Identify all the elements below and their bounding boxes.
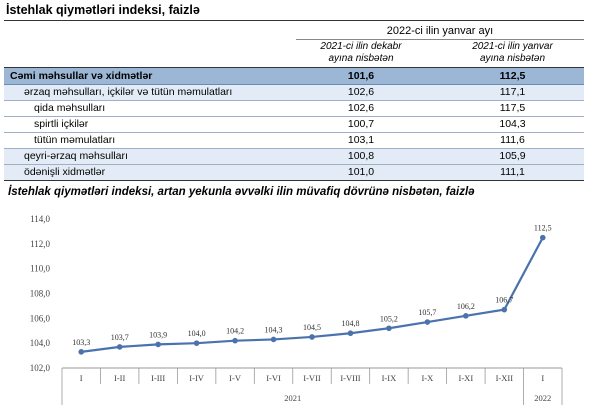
row-value-dec: 103,1 <box>347 134 375 146</box>
table-row: spirtli içkilər 100,7 104,3 <box>4 117 584 133</box>
data-label: 104,3 <box>265 325 283 334</box>
table-row: ödənişli xidmətlər 101,0 111,1 <box>4 165 584 181</box>
table-row: Cəmi məhsullar və xidmətlər 101,6 112,5 <box>4 68 584 85</box>
row-label: spirtli içkilər <box>34 118 89 130</box>
row-label: tütün məmulatları <box>34 134 116 146</box>
data-point <box>501 306 508 313</box>
y-tick-label: 110,0 <box>30 264 50 274</box>
data-point <box>539 234 546 241</box>
x-tick-label: I-IX <box>382 373 397 383</box>
row-value-dec: 101,6 <box>347 70 375 82</box>
y-tick-label: 106,0 <box>30 313 51 323</box>
data-point <box>232 337 238 344</box>
table-group-header: 2022-ci ilin yanvar ayı <box>386 25 494 37</box>
data-point <box>347 330 354 337</box>
row-value-jan: 111,6 <box>500 134 525 146</box>
data-label: 103,3 <box>72 338 90 347</box>
data-label: 104,2 <box>226 327 244 336</box>
data-label: 104,0 <box>188 329 206 338</box>
y-tick-label: 112,0 <box>30 239 50 249</box>
row-label: qeyri-ərzaq məhsulları <box>24 150 128 162</box>
cpi-line-chart: 102,0 104,0 106,0 108,0 110,0 112,0 114,0 I I-II… <box>30 214 563 405</box>
table-row: qida məhsulları 102,6 117,5 <box>4 101 584 117</box>
data-point <box>463 313 469 319</box>
column-header-jan-line1: 2021-ci ilin yanvar <box>472 41 553 52</box>
y-tick-label: 104,0 <box>30 338 51 348</box>
table-row: ərzaq məhsulları, içkilər və tütün məmul… <box>4 85 584 101</box>
table-row: qeyri-ərzaq məhsulları 100,8 105,9 <box>4 149 584 165</box>
data-point <box>309 334 315 340</box>
x-tick-label: I-X <box>421 373 433 383</box>
row-value-jan: 111,1 <box>500 166 525 178</box>
row-value-dec: 100,7 <box>347 118 375 130</box>
row-value-jan: 117,1 <box>499 86 526 98</box>
x-tick-label: I-V <box>229 373 242 383</box>
data-point <box>193 340 200 346</box>
x-tick-label: I-III <box>151 373 165 383</box>
table-title: İstehlak qiymətləri indeksi, faizlə <box>6 3 200 17</box>
x-tick-label: I-XII <box>496 373 514 383</box>
column-header-jan: 2021-ci ilin yanvar ayına nisbətən <box>441 41 584 65</box>
row-value-jan: 112,5 <box>499 70 526 82</box>
table-row: tütün məmulatları 103,1 111,6 <box>4 133 584 149</box>
row-label: ərzaq məhsulları, içkilər və tütün məmul… <box>24 86 233 98</box>
data-point <box>424 319 431 325</box>
group-header-rule <box>296 39 584 40</box>
y-tick-label: 108,0 <box>30 289 51 299</box>
x-tick-label: I-VII <box>303 373 321 383</box>
x-tick-label: I-VIII <box>340 373 360 383</box>
row-value-jan: 117,5 <box>499 102 526 114</box>
data-label: 106,2 <box>457 302 475 311</box>
data-label: 106,7 <box>495 296 513 305</box>
data-label: 104,8 <box>341 319 359 328</box>
table-title-rule <box>4 20 584 21</box>
data-label: 105,2 <box>380 314 398 323</box>
x-group-label: 2021 <box>284 393 301 403</box>
table-body: Cəmi məhsullar və xidmətlər 101,6 112,5 … <box>4 68 584 181</box>
x-tick-label: I-II <box>114 373 125 383</box>
column-header-dec: 2021-ci ilin dekabr ayına nisbətən <box>296 41 426 65</box>
row-label: ödənişli xidmətlər <box>24 166 106 178</box>
data-label: 103,7 <box>111 333 129 342</box>
x-group-label: 2022 <box>534 393 551 403</box>
data-point <box>270 336 277 343</box>
x-tick-label: I-IV <box>189 373 204 383</box>
data-point <box>155 341 161 348</box>
column-header-jan-line2: ayına nisbətən <box>479 53 546 64</box>
row-label: qida məhsulları <box>34 102 106 114</box>
data-point <box>386 325 392 332</box>
row-value-dec: 102,6 <box>347 102 375 114</box>
data-label: 104,5 <box>303 323 321 332</box>
data-point <box>116 344 123 350</box>
x-tick-label: I <box>541 373 544 383</box>
row-value-dec: 102,6 <box>347 86 375 98</box>
row-value-dec: 101,0 <box>347 166 375 178</box>
x-tick-label: I-XI <box>459 373 474 383</box>
chart-title: İstehlak qiymətləri indeksi, artan yekun… <box>8 186 475 198</box>
row-value-jan: 104,3 <box>499 118 526 130</box>
row-value-dec: 100,8 <box>347 150 375 162</box>
header-bottom-rule <box>4 67 584 68</box>
x-tick-label: I-VI <box>266 373 281 383</box>
column-header-dec-line1: 2021-ci ilin dekabr <box>320 41 402 52</box>
data-label: 112,5 <box>534 224 552 233</box>
data-label: 105,7 <box>418 308 436 317</box>
column-header-dec-line2: ayına nisbətən <box>328 53 394 64</box>
row-label: Cəmi məhsullar və xidmətlər <box>10 70 153 82</box>
row-value-jan: 105,9 <box>499 150 526 162</box>
y-tick-label: 114,0 <box>30 214 50 224</box>
x-tick-label: I <box>80 373 83 383</box>
data-point <box>78 349 85 355</box>
data-label: 103,9 <box>149 330 167 339</box>
y-tick-label: 102,0 <box>30 363 51 373</box>
